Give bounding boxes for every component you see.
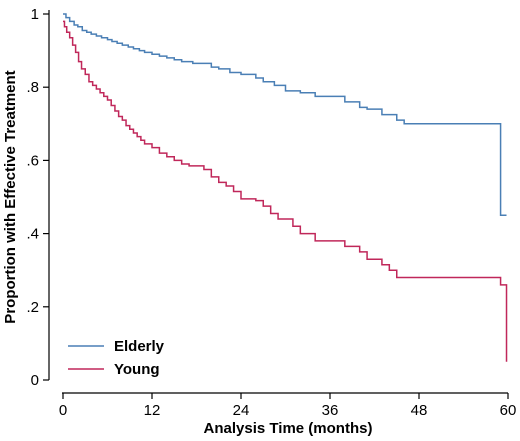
y-tick-label: .4 [26, 226, 39, 243]
legend-label-young: Young [114, 361, 160, 378]
y-tick-label: .8 [26, 79, 39, 96]
x-tick-label: 24 [233, 402, 250, 419]
y-tick-label: .6 [26, 152, 39, 169]
y-axis-title: Proportion with Effective Treatment [2, 70, 19, 323]
axes [48, 10, 508, 394]
series-lines [63, 13, 508, 362]
x-axis-title: Analysis Time (months) [204, 420, 373, 437]
y-tick-label: 1 [31, 6, 39, 23]
x-tick-label: 0 [59, 402, 67, 419]
y-tick-label: .2 [26, 299, 39, 316]
legend-label-elderly: Elderly [114, 338, 165, 355]
legend: Elderly Young [68, 338, 165, 378]
x-tick-label: 48 [411, 402, 428, 419]
x-tick-label: 36 [322, 402, 339, 419]
x-tick-label: 60 [500, 402, 517, 419]
x-tick-label: 12 [144, 402, 161, 419]
series-line-elderly [63, 13, 507, 217]
y-tick-label: 0 [31, 372, 39, 389]
ticks: 0 12 24 36 48 60 0 .2 .4 .6 .8 1 [26, 6, 516, 419]
series-line-young [63, 20, 508, 362]
